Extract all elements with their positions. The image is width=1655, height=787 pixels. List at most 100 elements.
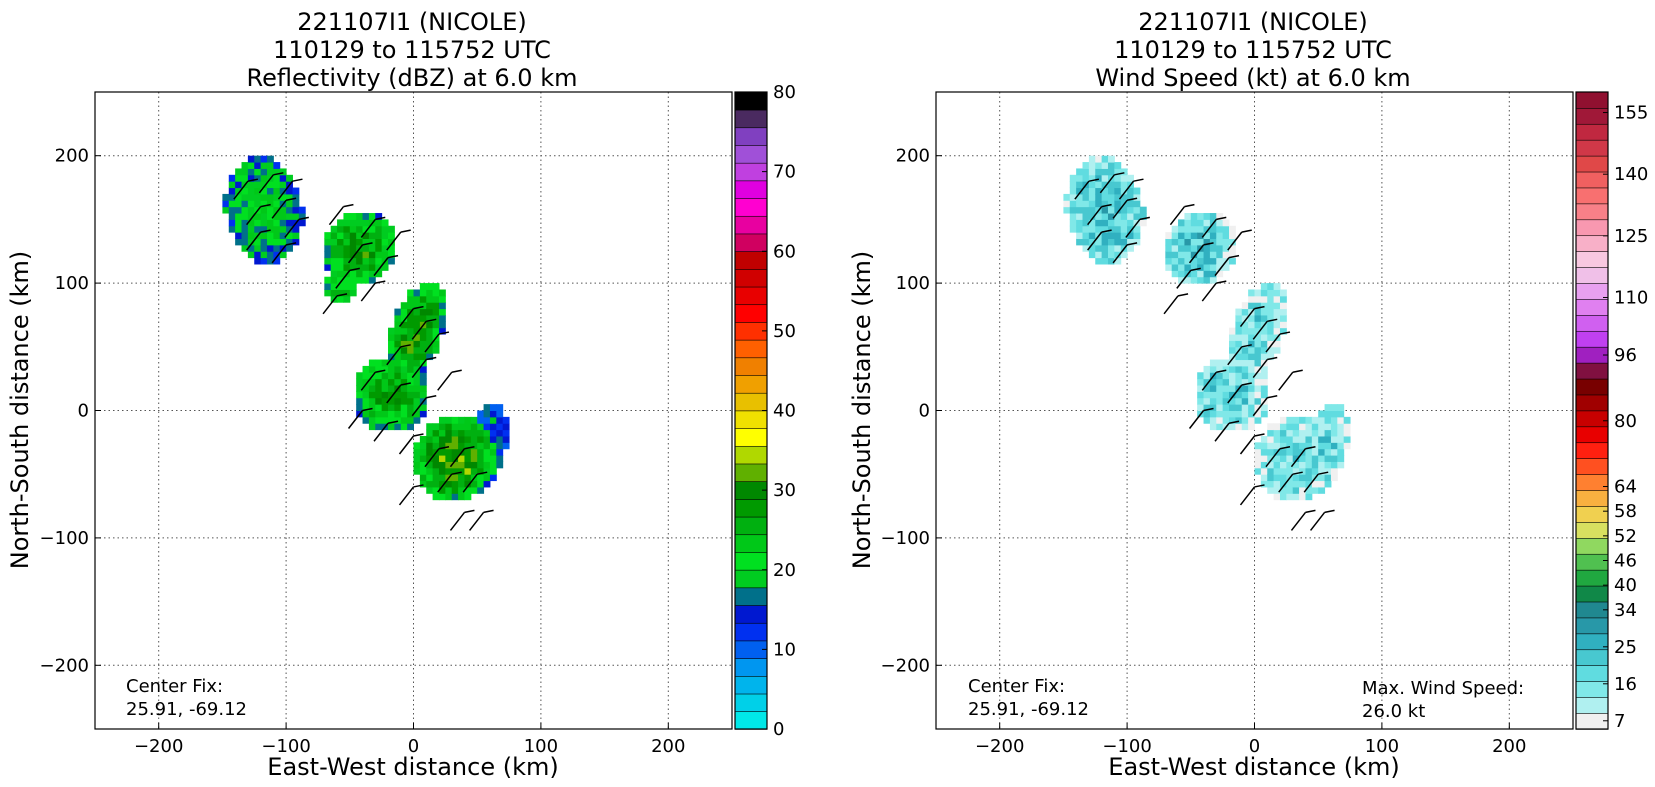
reflectivity-cell-308 [381,378,389,386]
reflectivity-cell-254 [362,232,370,240]
reflectivity-cell-371 [400,359,408,367]
reflectivity-cell-594 [477,448,485,456]
reflectivity-cell-613 [483,404,491,411]
reflectivity-cell-386 [407,391,414,399]
reflectivity-cell-147 [292,238,300,246]
wind-cell-47 [1088,193,1096,201]
reflectivity-cell-510 [438,455,446,462]
reflectivity-cell-146 [286,174,293,182]
reflectivity-cell-607 [483,442,491,450]
wind-cell-231 [1203,365,1211,373]
reflectivity-cell-260 [368,410,376,418]
reflectivity-cell-226 [356,372,364,380]
wind-cell-332 [1235,391,1243,399]
reflectivity-x-tick-label-2: 0 [408,736,419,757]
reflectivity-colorbar-swatch-20 [734,357,768,376]
wind-cell-264 [1209,213,1217,220]
reflectivity-cell-143 [286,193,293,201]
reflectivity-barb-27 [398,433,424,455]
wind-cell-173 [1178,276,1185,284]
reflectivity-cell-123 [279,238,287,246]
reflectivity-cell-347 [394,391,402,399]
wind-cell-351 [1241,391,1249,399]
wind-cell-43 [1088,219,1096,227]
reflectivity-cell-154 [292,193,300,201]
wind-cell-385 [1248,302,1255,310]
reflectivity-cell-312 [381,263,389,271]
wind-cell-530 [1292,442,1300,450]
wind-cell-198 [1190,251,1198,259]
reflectivity-barb-19 [386,344,411,366]
reflectivity-cell-394 [407,340,414,348]
reflectivity-cell-298 [375,225,383,233]
wind-cell-369 [1248,404,1255,411]
reflectivity-cell-442 [419,378,427,386]
reflectivity-cell-638 [502,429,510,437]
wind-colorbar-swatch-3 [1575,664,1609,682]
wind-cell-588 [1324,467,1332,475]
reflectivity-cell-115 [273,193,281,201]
wind-cell-383 [1248,314,1255,322]
wind-cell-299 [1222,251,1230,259]
reflectivity-cell-118 [273,174,281,182]
reflectivity-cell-543 [451,455,459,462]
reflectivity-cell-56 [254,244,262,252]
reflectivity-cell-526 [445,480,453,488]
reflectivity-cell-74 [260,238,268,246]
wind-colorbar-tick-label-11: 110 [1614,287,1648,308]
reflectivity-cell-299 [375,219,383,227]
reflectivity-cell-274 [368,244,376,252]
wind-colorbar-swatch-4 [1575,649,1609,667]
reflectivity-cell-486 [432,461,440,469]
reflectivity-cell-137 [286,232,293,240]
wind-colorbar-swatch-6 [1575,617,1609,635]
wind-colorbar-swatch-36 [1575,139,1609,157]
wind-cell-519 [1286,429,1294,437]
wind-cell-420 [1260,442,1268,450]
wind-barb-26 [1214,420,1240,442]
wind-cell-249 [1209,385,1217,392]
reflectivity-cell-90 [266,244,274,252]
reflectivity-cell-537 [451,493,459,501]
reflectivity-cell-410 [413,404,421,411]
reflectivity-cell-30 [241,206,249,214]
reflectivity-cell-219 [349,213,357,220]
reflectivity-cell-318 [381,225,389,233]
reflectivity-cell-423 [413,321,421,329]
reflectivity-cell-20 [235,187,243,195]
reflectivity-cell-571 [464,442,472,450]
wind-cell-428 [1260,372,1268,380]
wind-cell-468 [1273,480,1281,488]
reflectivity-cell-626 [496,461,504,469]
reflectivity-cell-89 [266,251,274,259]
reflectivity-cell-16 [235,213,243,220]
wind-cell-199 [1190,244,1198,252]
wind-colorbar-tick-label-8: 64 [1614,477,1637,498]
reflectivity-cell-277 [368,225,376,233]
wind-cell-374 [1248,372,1255,380]
wind-cell-221 [1197,219,1205,227]
reflectivity-cell-202 [343,238,351,246]
wind-cell-177 [1178,251,1185,259]
reflectivity-cell-85 [260,168,268,176]
wind-cell-548 [1305,493,1313,501]
reflectivity-cell-290 [375,359,383,367]
reflectivity-cell-370 [400,365,408,373]
wind-cell-220 [1197,225,1205,233]
wind-cell-78 [1101,213,1109,220]
wind-cell-156 [1139,219,1147,227]
wind-barb-4 [1112,197,1138,219]
wind-cell-429 [1260,365,1268,373]
reflectivity-colorbar: 0 10 20 30 40 50 60 70 80 [734,82,796,740]
wind-barb-24 [1252,395,1278,417]
wind-cell-372 [1248,385,1255,392]
wind-cell-301 [1222,238,1230,246]
reflectivity-cell-585 [470,429,478,437]
wind-cell-505 [1279,308,1287,316]
wind-cell-391 [1254,448,1262,456]
wind-cell-327 [1235,423,1243,431]
reflectivity-cell-81 [260,193,268,201]
wind-cell-470 [1273,467,1281,475]
wind-cell-453 [1267,423,1275,431]
reflectivity-cell-238 [362,416,370,424]
